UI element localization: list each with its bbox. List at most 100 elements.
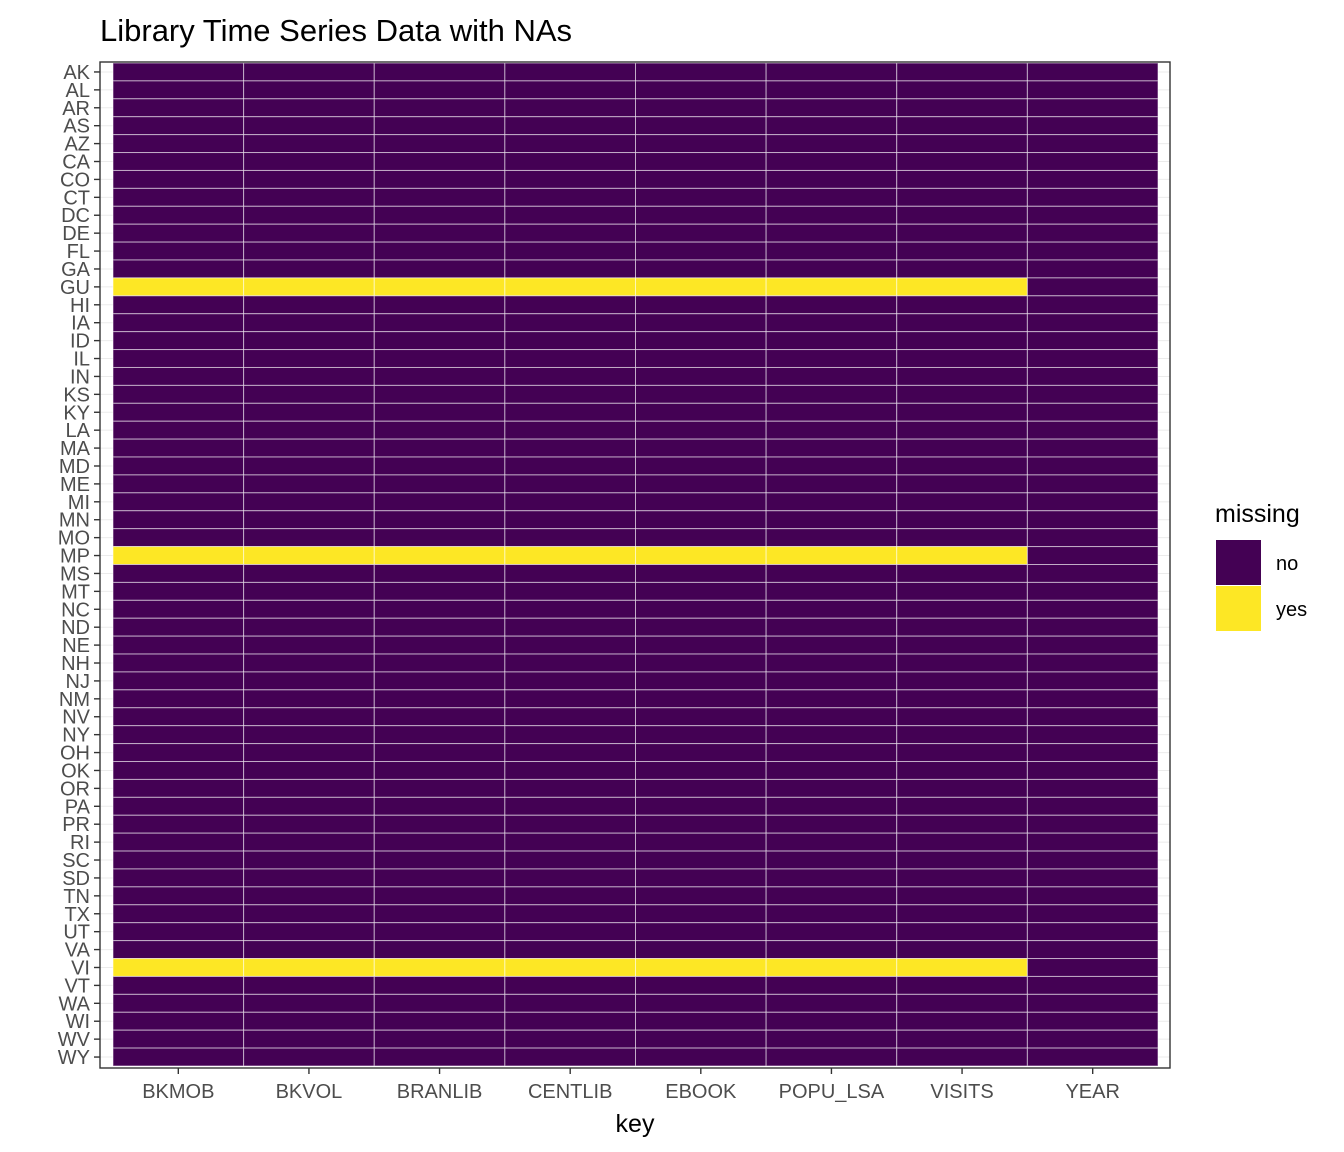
tile-de-year xyxy=(1026,223,1159,243)
tile-ia-bkvol xyxy=(243,313,375,333)
y-tick-label-dc: DC xyxy=(61,205,90,227)
y-tick-label-vi: VI xyxy=(71,957,90,979)
tile-or-visits xyxy=(896,778,1028,798)
tile-mi-bkmob xyxy=(112,492,245,512)
tile-nd-visits xyxy=(896,617,1028,637)
tile-ri-bkvol xyxy=(243,832,375,852)
y-tick-label-or: OR xyxy=(60,778,90,800)
tile-ga-ebook xyxy=(635,259,767,279)
y-tick-label-tn: TN xyxy=(63,886,90,908)
tile-me-bkvol xyxy=(243,474,375,494)
tile-tx-branlib xyxy=(373,904,506,924)
tile-al-ebook xyxy=(635,80,767,100)
tile-de-popu_lsa xyxy=(765,223,898,243)
tile-mn-year xyxy=(1026,510,1159,530)
tile-al-popu_lsa xyxy=(765,80,898,100)
tile-me-bkmob xyxy=(112,474,245,494)
tile-ny-year xyxy=(1026,725,1159,745)
tile-nv-bkmob xyxy=(112,707,245,727)
tile-mo-centlib xyxy=(504,528,636,548)
tile-la-bkvol xyxy=(243,420,375,440)
tile-ok-bkmob xyxy=(112,761,245,780)
tile-az-ebook xyxy=(635,134,767,154)
tile-pa-bkmob xyxy=(112,796,245,816)
tile-ri-year xyxy=(1026,832,1159,852)
tile-ca-centlib xyxy=(504,152,636,171)
tile-nd-popu_lsa xyxy=(765,617,898,637)
tile-il-bkvol xyxy=(243,349,375,368)
tile-nm-ebook xyxy=(635,689,767,709)
legend-label-yes: yes xyxy=(1276,599,1307,621)
tile-sd-bkmob xyxy=(112,868,245,888)
tile-wy-centlib xyxy=(504,1047,636,1067)
tile-hi-year xyxy=(1026,295,1159,315)
y-tick-label-mt: MT xyxy=(61,581,90,603)
tile-sc-popu_lsa xyxy=(765,850,898,870)
tile-wa-year xyxy=(1026,993,1159,1013)
tile-ks-popu_lsa xyxy=(765,384,898,404)
y-tick-label-ma: MA xyxy=(60,438,91,460)
tile-ma-bkmob xyxy=(112,438,245,458)
tile-mt-centlib xyxy=(504,581,636,601)
tile-or-ebook xyxy=(635,778,767,798)
tile-ak-centlib xyxy=(504,62,636,82)
tile-ok-year xyxy=(1026,761,1159,780)
tile-in-popu_lsa xyxy=(765,366,898,386)
tile-nm-year xyxy=(1026,689,1159,709)
tile-la-popu_lsa xyxy=(765,420,898,440)
tile-me-branlib xyxy=(373,474,506,494)
tile-sc-bkvol xyxy=(243,850,375,870)
tile-va-branlib xyxy=(373,940,506,960)
tile-ny-bkvol xyxy=(243,725,375,745)
tile-ar-popu_lsa xyxy=(765,98,898,118)
tile-ar-branlib xyxy=(373,98,506,118)
tile-ar-bkmob xyxy=(112,98,245,118)
tile-va-year xyxy=(1026,940,1159,960)
tile-fl-year xyxy=(1026,241,1159,261)
tile-ri-popu_lsa xyxy=(765,832,898,852)
y-tick-label-nj: NJ xyxy=(66,671,90,693)
tile-ky-visits xyxy=(896,402,1028,422)
tile-ma-bkvol xyxy=(243,438,375,458)
tile-wv-popu_lsa xyxy=(765,1029,898,1049)
tile-nc-bkvol xyxy=(243,599,375,619)
tile-as-year xyxy=(1026,116,1159,136)
tile-dc-visits xyxy=(896,205,1028,225)
tile-ky-popu_lsa xyxy=(765,402,898,422)
tile-sc-ebook xyxy=(635,850,767,870)
tile-ut-year xyxy=(1026,922,1159,942)
tile-vt-visits xyxy=(896,975,1028,995)
tile-nv-centlib xyxy=(504,707,636,727)
tile-az-year xyxy=(1026,134,1159,154)
tile-ca-popu_lsa xyxy=(765,152,898,171)
tile-nh-visits xyxy=(896,653,1028,673)
tile-gu-popu_lsa xyxy=(765,277,898,297)
tile-fl-visits xyxy=(896,241,1028,261)
tile-oh-bkvol xyxy=(243,743,375,763)
tile-sd-year xyxy=(1026,868,1159,888)
tile-wi-bkmob xyxy=(112,1011,245,1031)
y-tick-label-ct: CT xyxy=(63,187,90,209)
tile-il-ebook xyxy=(635,349,767,368)
tile-pr-branlib xyxy=(373,814,506,834)
tile-in-year xyxy=(1026,366,1159,386)
x-axis: BKMOB BKVOL BRANLIB CENTLIB EBOOK POPU_LSA VIS… xyxy=(142,1068,1120,1103)
tile-il-popu_lsa xyxy=(765,349,898,368)
tile-ks-visits xyxy=(896,384,1028,404)
tile-gu-bkvol xyxy=(243,277,375,297)
tile-mo-visits xyxy=(896,528,1028,548)
y-tick-label-ne: NE xyxy=(62,635,90,657)
tile-oh-visits xyxy=(896,743,1028,763)
tile-id-bkmob xyxy=(112,331,245,351)
tile-ny-centlib xyxy=(504,725,636,745)
tile-ms-popu_lsa xyxy=(765,564,898,583)
tile-mn-visits xyxy=(896,510,1028,530)
tile-ar-centlib xyxy=(504,98,636,118)
tile-mp-bkvol xyxy=(243,546,375,566)
tile-ar-bkvol xyxy=(243,98,375,118)
tile-mn-bkvol xyxy=(243,510,375,530)
tile-gu-bkmob xyxy=(112,277,245,297)
x-tick-label-popu_lsa: POPU_LSA xyxy=(779,1081,885,1103)
tile-co-ebook xyxy=(635,169,767,189)
tile-ct-bkvol xyxy=(243,187,375,207)
